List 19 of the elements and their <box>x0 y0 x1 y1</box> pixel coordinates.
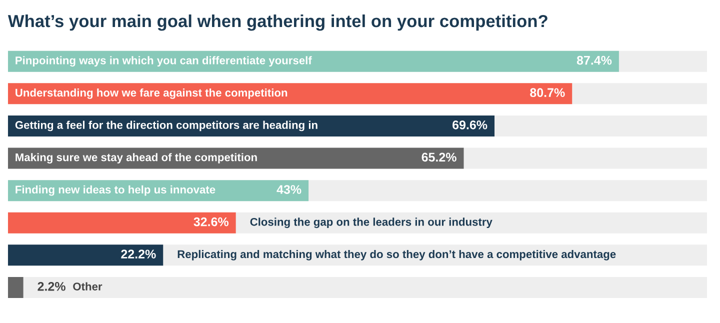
data-label: 65.2% <box>422 152 456 162</box>
y-tick-label: Closing the gap on the leaders in our industry <box>250 218 492 228</box>
bar <box>8 244 164 266</box>
y-tick-label: Making sure we stay ahead of the competition <box>16 153 257 164</box>
data-label: 43% <box>276 185 302 194</box>
data-label: 22.2% <box>121 250 156 258</box>
y-tick-label: Finding new ideas to help us innovate <box>16 185 216 196</box>
y-tick-label: Replicating and matching what they do so they don’t have a competitive advantage <box>178 250 616 260</box>
data-label: 87.4% <box>576 56 612 65</box>
y-tick-label: Pinpointing ways in which you can differentiate yourself <box>16 56 312 67</box>
data-label: 2.2% <box>38 282 66 291</box>
y-tick-label: Getting a feel for the direction competitors are heading in <box>15 120 318 132</box>
data-label: 32.6% <box>194 217 229 226</box>
bar <box>8 276 24 298</box>
data-label: 80.7% <box>530 88 565 98</box>
y-tick-label: Understanding how we fare against the competition <box>16 88 288 99</box>
chart-title: What’s your main goal when gathering intel on your competition? <box>8 14 548 31</box>
data-label: 69.6% <box>452 120 488 130</box>
y-tick-label: Other <box>73 282 102 290</box>
